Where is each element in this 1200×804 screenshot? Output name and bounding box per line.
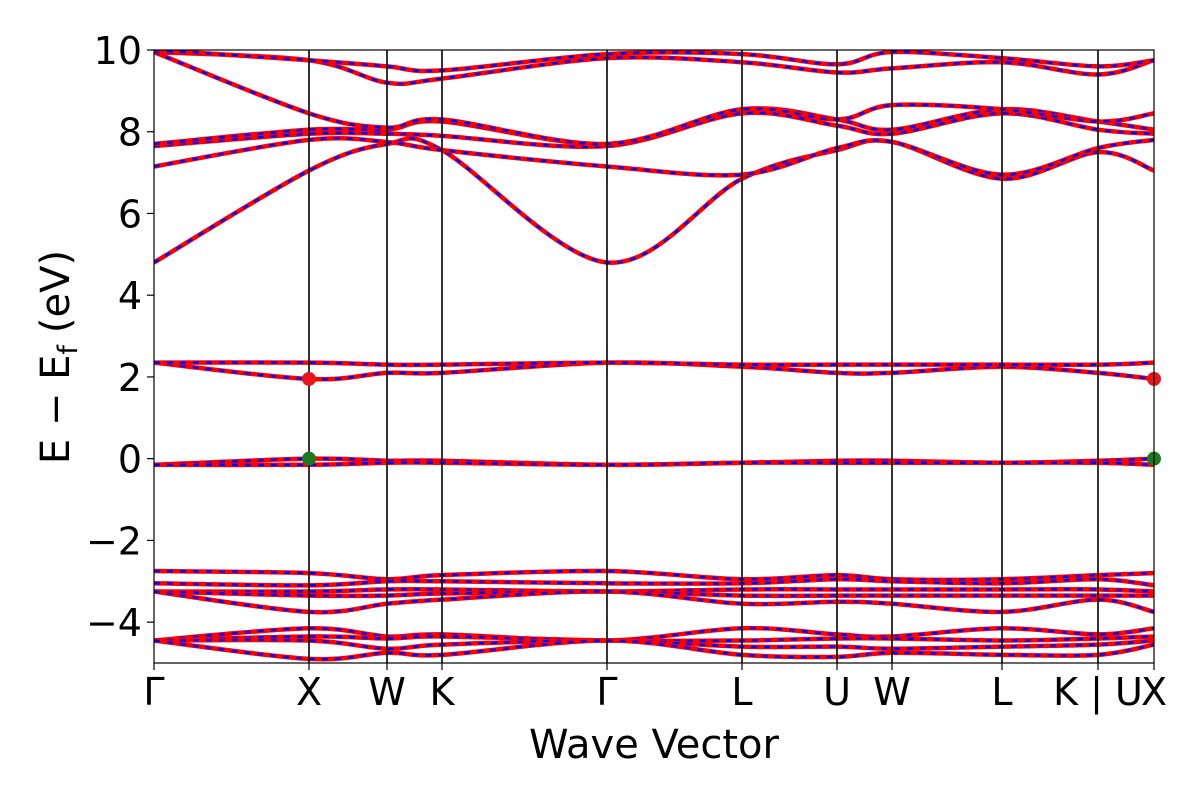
y-tick-label-7: 10: [94, 29, 142, 73]
band-13: [154, 586, 1154, 594]
y-axis-label: E − Ef (eV): [33, 250, 84, 464]
band-0: [154, 136, 1154, 265]
y-tick-label-0: −4: [86, 601, 142, 645]
band-2: [154, 110, 1154, 149]
x-tick-label-4: Γ: [596, 670, 617, 714]
x-tick-label-10: X: [1141, 670, 1167, 714]
band-6-spin-down-line: [154, 50, 1154, 73]
y-axis-label-subscript: f: [53, 344, 84, 355]
x-axis-label: Wave Vector: [529, 722, 780, 768]
band-18: [154, 637, 1154, 652]
band-15-spin-down-line: [154, 590, 1154, 614]
x-tick-label-9: K | U: [1053, 670, 1143, 715]
band-12: [154, 576, 1154, 588]
band-13-spin-down-line: [154, 587, 1154, 593]
band-15: [154, 589, 1154, 615]
x-tick-label-8: L: [991, 670, 1012, 714]
y-tick-label-3: 2: [118, 356, 142, 400]
band-1-spin-down-line: [154, 136, 1154, 177]
band-19: [154, 638, 1154, 662]
y-axis-ticks: −4 −2 0 2 4 6 8 10: [86, 29, 154, 645]
high-symmetry-lines: [308, 50, 1099, 663]
band-4: [154, 50, 1154, 147]
x-tick-label-6: U: [823, 670, 851, 714]
band-16: [154, 625, 1154, 643]
x-tick-label-7: W: [873, 670, 911, 714]
band-6: [154, 50, 1154, 74]
band-5-spin-down-line: [154, 50, 1154, 86]
vbm-marker-2: [302, 451, 316, 466]
bands-layer: [154, 50, 1154, 662]
y-tick-label-2: 0: [118, 438, 142, 482]
band-14: [154, 589, 1154, 599]
band-5: [154, 50, 1154, 87]
band-0-spin-up-line: [154, 136, 1154, 265]
band-14-spin-down-line: [154, 590, 1154, 598]
band-10: [154, 460, 1154, 468]
plot-frame: [153, 49, 1155, 664]
band-6-spin-up-line: [154, 50, 1154, 74]
x-tick-label-5: L: [731, 670, 752, 714]
x-tick-label-2: W: [368, 670, 406, 714]
band-1-spin-up-line: [154, 135, 1154, 178]
y-tick-label-6: 8: [118, 111, 142, 155]
band-8: [154, 360, 1154, 368]
x-tick-label-3: K: [430, 670, 456, 714]
band-11: [154, 568, 1154, 582]
band-17: [154, 634, 1154, 644]
band-18-spin-down-line: [154, 638, 1154, 651]
y-axis-label-unit: (eV): [33, 250, 79, 333]
y-tick-label-4: 4: [118, 274, 142, 318]
band-11-spin-up-line: [154, 568, 1154, 582]
band-8-spin-down-line: [154, 361, 1154, 367]
band-19-spin-up-line: [154, 638, 1154, 662]
band-9-spin-down-line: [154, 457, 1154, 467]
band-2-spin-down-line: [154, 111, 1154, 148]
band-1: [154, 135, 1154, 178]
band-16-spin-down-line: [154, 626, 1154, 642]
band-11-spin-down-line: [154, 569, 1154, 581]
band-0-spin-down-line: [154, 137, 1154, 264]
band-4-spin-down-line: [154, 50, 1154, 146]
band-10-spin-down-line: [154, 461, 1154, 467]
band-17-spin-down-line: [154, 635, 1154, 643]
x-tick-label-0: Γ: [143, 670, 164, 714]
y-tick-label-1: −2: [86, 519, 142, 563]
x-tick-label-1: X: [296, 670, 322, 714]
extrema-markers: [302, 371, 1161, 466]
y-axis-label-main: E − E: [33, 355, 79, 465]
y-tick-label-5: 6: [118, 192, 142, 236]
cbm-marker-0: [302, 371, 316, 386]
band-12-spin-down-line: [154, 577, 1154, 587]
